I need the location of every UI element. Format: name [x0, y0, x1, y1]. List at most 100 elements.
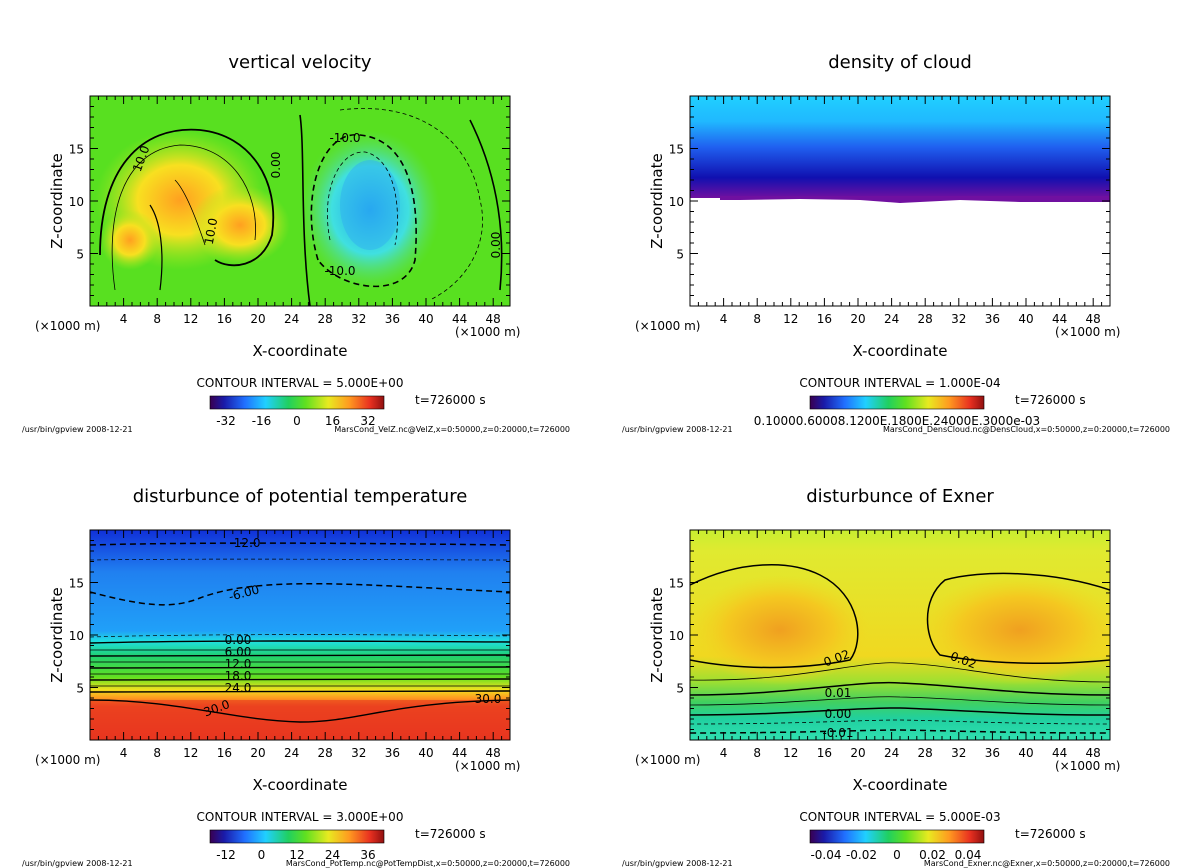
chart-title: disturbunce of Exner — [806, 486, 994, 507]
pottemp-contours — [90, 542, 510, 723]
footer-left: /usr/bin/gpview 2008-12-21 — [622, 425, 733, 434]
chart-title: density of cloud — [828, 52, 972, 73]
x-axis-label: X-coordinate — [253, 342, 348, 360]
y-tick-label: 10 — [669, 195, 684, 209]
colorbar-tick-label: -32 — [216, 414, 236, 428]
x-tick-label: 32 — [351, 746, 366, 760]
velocity-contours — [99, 108, 503, 306]
colorbar-tick-label: 32 — [360, 414, 375, 428]
y-tick-label: 15 — [669, 143, 684, 157]
contour-label: -12.0 — [229, 536, 260, 550]
x-tick-label: 48 — [1086, 312, 1101, 326]
x-tick-label: 8 — [153, 312, 161, 326]
footer-right: MarsCond_PotTemp.nc@PotTempDist,x=0:5000… — [286, 859, 570, 868]
contour-label: -0.01 — [822, 726, 853, 740]
x-unit-label-right: (×1000 m) — [1055, 759, 1120, 773]
colorbar-tick-label: 36 — [360, 848, 375, 862]
x-axis-label: X-coordinate — [853, 342, 948, 360]
y-tick-label: 15 — [69, 577, 84, 591]
y-tick-label: 5 — [676, 682, 684, 696]
x-unit-label-right: (×1000 m) — [455, 759, 520, 773]
contour-label: 0.00 — [825, 707, 852, 721]
exner-contours — [690, 564, 1110, 734]
x-tick-label: 24 — [284, 312, 299, 326]
x-tick-label: 24 — [284, 746, 299, 760]
colorbar-1 — [809, 395, 985, 410]
x-tick-label: 4 — [720, 312, 728, 326]
velocity-field — [90, 96, 510, 306]
x-tick-label: 44 — [1052, 746, 1067, 760]
x-tick-label: 44 — [1052, 312, 1067, 326]
contour-label: 12.0 — [225, 657, 252, 671]
footer-left: /usr/bin/gpview 2008-12-21 — [22, 425, 133, 434]
x-tick-label: 8 — [753, 312, 761, 326]
x-tick-label: 20 — [250, 746, 265, 760]
y-axis-label: Z-coordinate — [48, 153, 66, 248]
x-unit-label-right: (×1000 m) — [455, 325, 520, 339]
contour-label: -10.0 — [329, 131, 360, 145]
colorbar-tick-label: -0.04 — [810, 848, 841, 862]
footer-left: /usr/bin/gpview 2008-12-21 — [22, 859, 133, 868]
y-tick-label: 15 — [69, 143, 84, 157]
chart-title: disturbunce of potential temperature — [133, 486, 468, 507]
x-axis-label: X-coordinate — [853, 776, 948, 794]
x-unit-label-left: (×1000 m) — [635, 753, 700, 767]
colorbar-tick-label: 0 — [293, 414, 301, 428]
x-tick-label: 48 — [486, 312, 501, 326]
footer-left: /usr/bin/gpview 2008-12-21 — [622, 859, 733, 868]
x-tick-label: 28 — [918, 312, 933, 326]
contour-label: 18.0 — [225, 669, 252, 683]
colorbar-tick-label: 0.10000.60008.1200E.1800E.24000E.3000e-0… — [754, 414, 1040, 428]
x-unit-label-right: (×1000 m) — [1055, 325, 1120, 339]
contour-label: 24.0 — [225, 681, 252, 695]
colorbar-tick-label: 24 — [325, 848, 340, 862]
x-tick-label: 36 — [385, 312, 400, 326]
cloud-field — [690, 96, 1110, 306]
contour-label: 0.00 — [269, 152, 283, 179]
colorbar-3 — [809, 829, 985, 844]
colorbar-0 — [209, 395, 385, 410]
x-tick-label: 32 — [351, 312, 366, 326]
x-tick-label: 36 — [985, 312, 1000, 326]
x-tick-label: 16 — [817, 746, 832, 760]
colorbar-tick-label: 12 — [289, 848, 304, 862]
time-label: t=726000 s — [1015, 393, 1086, 407]
x-tick-label: 16 — [217, 312, 232, 326]
x-tick-label: 16 — [217, 746, 232, 760]
x-tick-label: 20 — [850, 312, 865, 326]
x-unit-label-left: (×1000 m) — [35, 319, 100, 333]
x-tick-label: 40 — [1018, 746, 1033, 760]
contour-interval: CONTOUR INTERVAL = 1.000E-04 — [799, 376, 1000, 390]
x-tick-label: 32 — [951, 746, 966, 760]
x-tick-label: 28 — [318, 746, 333, 760]
chart-title: vertical velocity — [228, 52, 372, 73]
x-tick-label: 16 — [817, 312, 832, 326]
colorbar-tick-label: 0.02 — [919, 848, 946, 862]
x-tick-label: 44 — [452, 312, 467, 326]
contour-interval: CONTOUR INTERVAL = 5.000E+00 — [197, 376, 404, 390]
x-tick-label: 40 — [1018, 312, 1033, 326]
x-tick-label: 36 — [985, 746, 1000, 760]
colorbar-2 — [209, 829, 385, 844]
y-tick-label: 10 — [669, 629, 684, 643]
x-tick-label: 40 — [418, 746, 433, 760]
colorbar-tick-label: 16 — [325, 414, 340, 428]
x-unit-label-left: (×1000 m) — [35, 753, 100, 767]
x-tick-label: 12 — [183, 746, 198, 760]
y-tick-label: 5 — [76, 682, 84, 696]
x-tick-label: 40 — [418, 312, 433, 326]
y-tick-label: 5 — [676, 248, 684, 262]
colorbar-tick-label: -12 — [216, 848, 236, 862]
contour-label: -10.0 — [324, 264, 355, 278]
colorbar-tick-label: -0.02 — [846, 848, 877, 862]
x-tick-label: 28 — [918, 746, 933, 760]
x-tick-label: 48 — [1086, 746, 1101, 760]
x-tick-label: 44 — [452, 746, 467, 760]
y-axis-label: Z-coordinate — [648, 587, 666, 682]
time-label: t=726000 s — [415, 827, 486, 841]
x-tick-label: 36 — [385, 746, 400, 760]
x-unit-label-left: (×1000 m) — [635, 319, 700, 333]
contour-label: 10.0 — [202, 217, 220, 246]
